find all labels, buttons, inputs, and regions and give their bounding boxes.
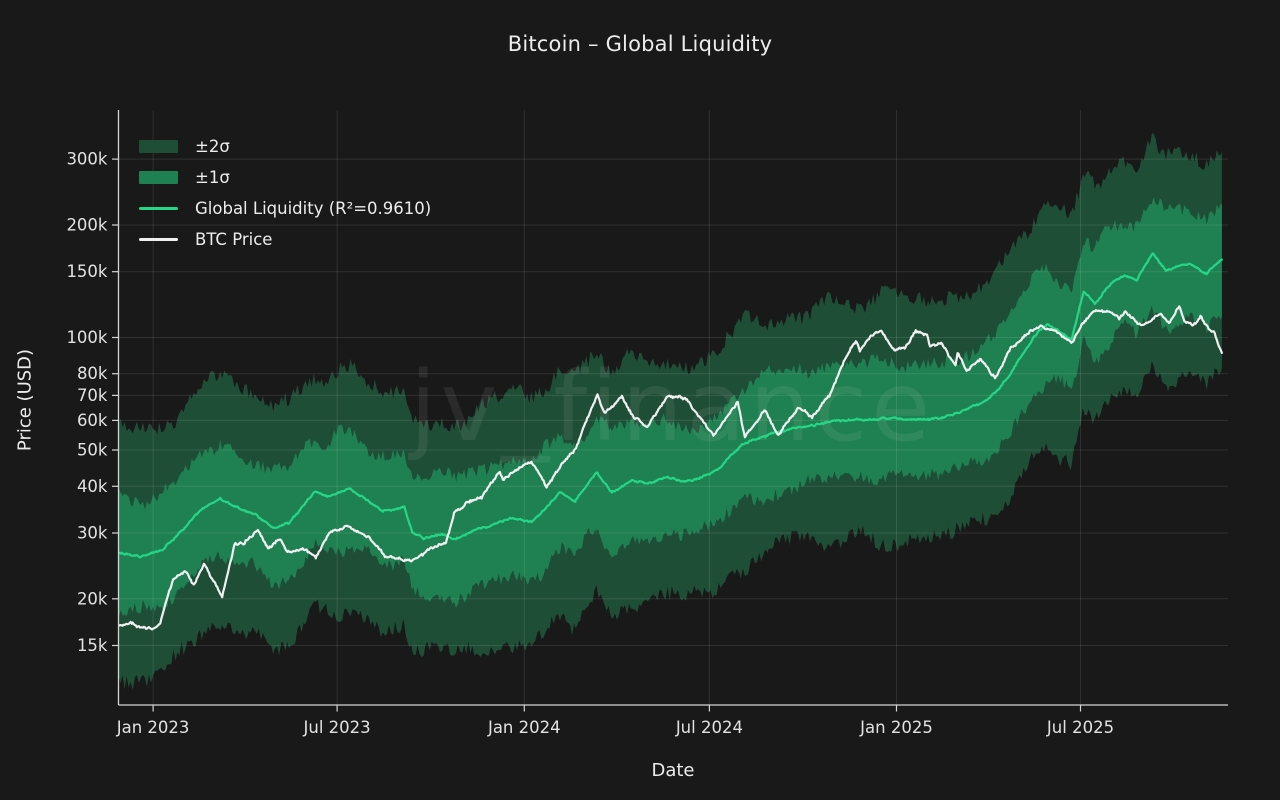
legend-label: ±2σ: [195, 137, 230, 156]
chart-title: Bitcoin – Global Liquidity: [507, 32, 773, 56]
y-tick-label: 300k: [66, 150, 107, 169]
legend-label: Global Liquidity (R²=0.9610): [195, 199, 432, 218]
liquidity-line: [118, 252, 1223, 559]
tick-marks: 15k 20k 30k 40k 50k 60k 70k 80k 100k 150k 200k 300k…: [66, 150, 1114, 737]
x-tick-label: Jul 2024: [675, 718, 743, 737]
watermark: jv_finance: [408, 351, 934, 463]
band-1sigma-swatch-icon: [139, 171, 178, 184]
gridlines: [118, 110, 1228, 705]
x-axis-label: Date: [651, 760, 695, 781]
legend: ±2σ ±1σ Global Liquidity (R²=0.9610) BTC…: [139, 131, 431, 255]
x-tick-label: Jan 2024: [487, 718, 561, 737]
confidence-bands: [118, 133, 1222, 691]
legend-item-liquidity: Global Liquidity (R²=0.9610): [139, 193, 431, 224]
y-tick-label: 15k: [77, 636, 108, 655]
y-tick-label: 70k: [77, 386, 108, 405]
btc-line-swatch-icon: [139, 238, 178, 241]
y-tick-label: 60k: [77, 411, 108, 430]
band-1sigma-area: [118, 197, 1222, 621]
y-tick-label: 80k: [77, 364, 108, 383]
legend-item-btc: BTC Price: [139, 224, 431, 255]
legend-item-band2: ±2σ: [139, 131, 431, 162]
y-axis-label: Price (USD): [14, 348, 36, 452]
y-tick-label: 150k: [66, 262, 107, 281]
band-2sigma-swatch-icon: [139, 140, 178, 153]
btc-price-line: [118, 305, 1223, 631]
legend-label: BTC Price: [195, 230, 273, 249]
legend-item-band1: ±1σ: [139, 162, 431, 193]
y-tick-label: 100k: [66, 328, 107, 347]
y-tick-label: 20k: [77, 589, 108, 608]
x-tick-label: Jan 2025: [859, 718, 933, 737]
y-tick-label: 50k: [77, 441, 108, 460]
x-tick-label: Jul 2023: [303, 718, 371, 737]
axes: [117, 110, 1228, 706]
x-tick-label: Jul 2025: [1046, 718, 1114, 737]
x-tick-label: Jan 2023: [116, 718, 190, 737]
series-lines: [118, 252, 1223, 631]
legend-label: ±1σ: [195, 168, 230, 187]
y-tick-label: 200k: [66, 216, 107, 235]
y-tick-label: 40k: [77, 477, 108, 496]
y-tick-label: 30k: [77, 524, 108, 543]
liquidity-line-swatch-icon: [139, 207, 178, 210]
